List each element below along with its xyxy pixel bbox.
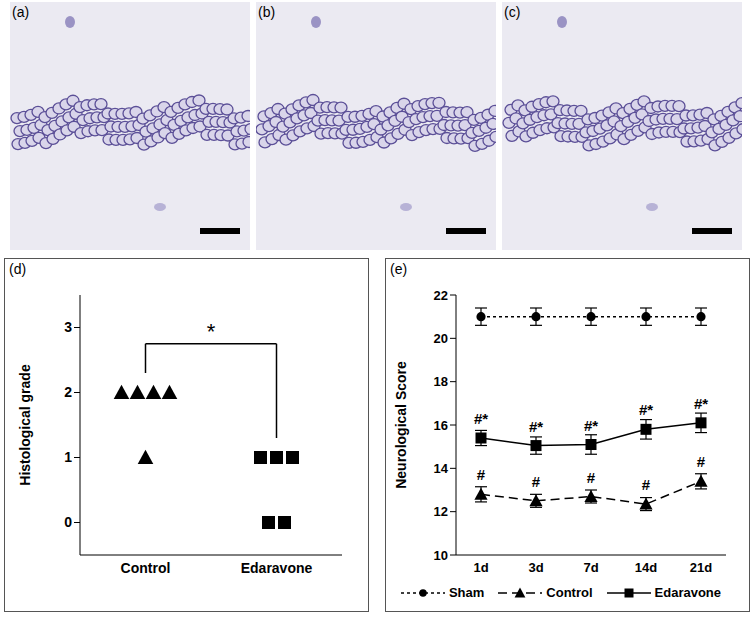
- svg-text:3d: 3d: [528, 560, 543, 575]
- html-text:(e): (e): [390, 261, 408, 277]
- svg-text:12: 12: [434, 504, 448, 519]
- svg-text:#: #: [532, 473, 541, 490]
- svg-text:#: #: [697, 453, 706, 470]
- svg-text:#*: #*: [529, 418, 543, 435]
- svg-text:14d: 14d: [635, 560, 657, 575]
- svg-text:#*: #*: [694, 395, 708, 412]
- svg-text:Histological grade: Histological grade: [17, 364, 33, 486]
- html-text:Sham: Sham: [448, 585, 485, 600]
- html-text:(c): (c): [504, 4, 521, 20]
- svg-text:10: 10: [434, 548, 448, 563]
- svg-text:2: 2: [64, 384, 72, 400]
- svg-text:1: 1: [64, 449, 72, 465]
- svg-text:Edaravone: Edaravone: [241, 560, 313, 576]
- svg-text:1d: 1d: [473, 560, 488, 575]
- svg-text:20: 20: [434, 331, 448, 346]
- svg-text:21d: 21d: [690, 560, 712, 575]
- html-text:(b): (b): [258, 4, 276, 20]
- svg-text:3: 3: [64, 319, 72, 335]
- svg-text:#: #: [587, 469, 596, 486]
- svg-text:#*: #*: [584, 417, 598, 434]
- svg-text:14: 14: [434, 461, 449, 476]
- svg-text:#*: #*: [639, 401, 653, 418]
- svg-text:#*: #*: [474, 410, 488, 427]
- html-text:(a): (a): [12, 4, 30, 20]
- svg-text:0: 0: [64, 514, 72, 530]
- svg-text:Neurological Score: Neurological Score: [393, 361, 409, 489]
- html-text:Edaravone: Edaravone: [654, 585, 721, 600]
- svg-text:16: 16: [434, 418, 448, 433]
- svg-text:*: *: [207, 319, 216, 344]
- svg-text:18: 18: [434, 374, 448, 389]
- svg-text:7d: 7d: [583, 560, 598, 575]
- svg-text:22: 22: [434, 288, 448, 303]
- svg-text:Control: Control: [121, 560, 171, 576]
- html-text:Control: Control: [546, 585, 593, 600]
- svg-text:#: #: [642, 476, 651, 493]
- svg-text:#: #: [477, 466, 486, 483]
- html-text:(d): (d): [9, 261, 27, 277]
